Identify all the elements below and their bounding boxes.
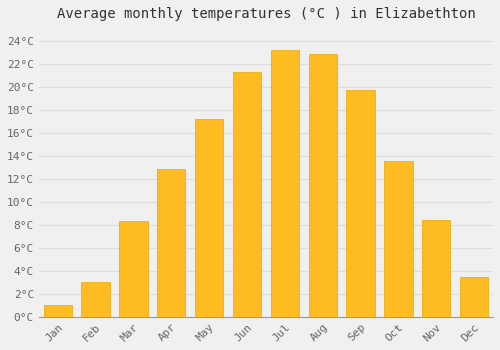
Bar — [82, 282, 110, 317]
Bar — [157, 169, 186, 317]
Bar — [422, 220, 450, 317]
Bar — [119, 221, 148, 317]
Bar — [308, 54, 337, 317]
Bar — [270, 50, 299, 317]
Bar — [233, 72, 261, 317]
Bar — [44, 305, 72, 317]
Bar — [195, 119, 224, 317]
Bar — [384, 161, 412, 317]
Title: Average monthly temperatures (°C ) in Elizabethton: Average monthly temperatures (°C ) in El… — [56, 7, 476, 21]
Bar — [346, 90, 375, 317]
Bar — [460, 276, 488, 317]
